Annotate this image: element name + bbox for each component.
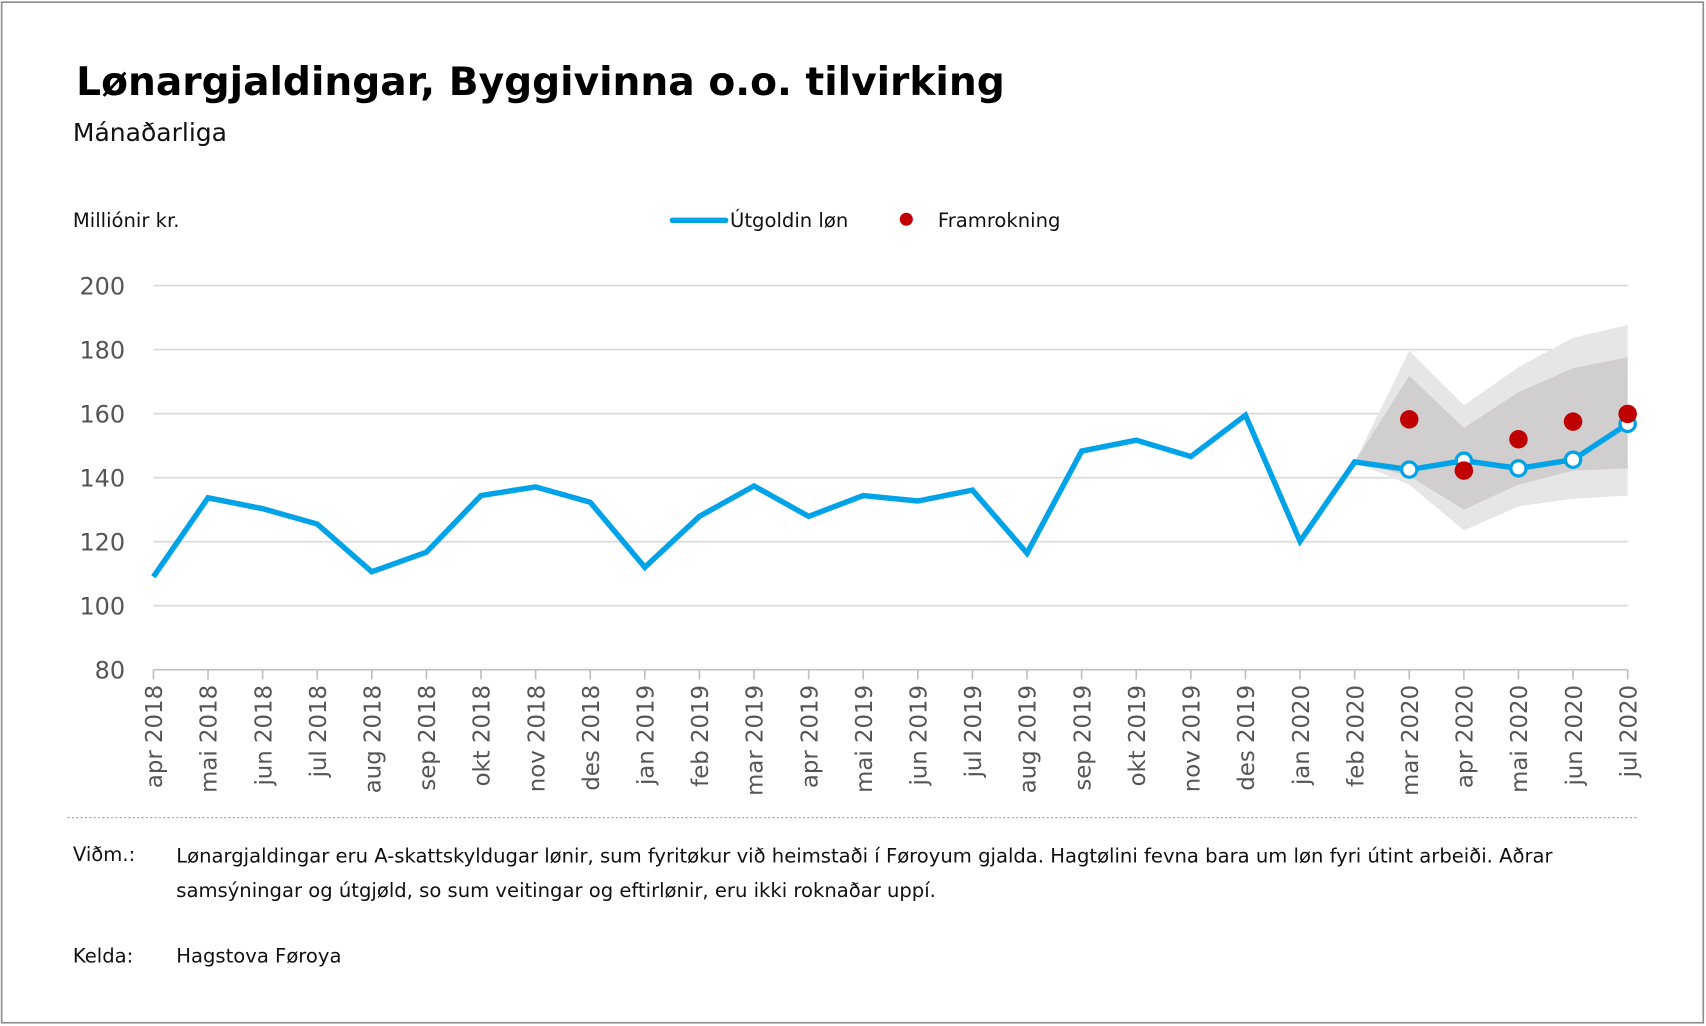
forecast-band [1354,357,1628,510]
x-tick-label: sep 2018 [415,685,441,791]
legend: Útgoldin løn Framrokning [669,208,1061,232]
x-tick-label: aug 2019 [1016,685,1042,793]
y-tick-label: 180 [79,336,125,364]
x-tick-label: feb 2020 [1343,685,1369,787]
legend-label-framrokning: Framrokning [938,209,1061,232]
line-marker [1509,459,1528,478]
x-tick-label: des 2018 [579,685,605,791]
x-tick-label: nov 2018 [524,685,550,792]
x-tick-label: sep 2019 [1070,685,1096,791]
x-tick-label: jun 2020 [1562,685,1588,787]
y-tick-label: 120 [79,528,125,556]
x-tick-label: jul 2020 [1616,685,1642,779]
forecast-point [1618,404,1637,424]
chart-subtitle: Mánaðarliga [73,118,227,147]
x-tick-label: jul 2019 [961,685,987,779]
y-tick-label: 200 [79,272,125,300]
y-tick-label: 100 [79,592,125,620]
y-tick-label: 80 [95,656,125,684]
forecast-point [1400,410,1419,429]
x-tick-label: feb 2019 [688,685,714,787]
forecast-point [1454,461,1474,480]
x-tick-label: nov 2019 [1180,685,1206,792]
forecast-point [1563,412,1583,431]
x-tick-label: jun 2018 [251,685,277,787]
legend-label-utgoldin: Útgoldin løn [730,208,848,232]
x-tick-label: okt 2019 [1125,685,1151,786]
x-tick-label: apr 2020 [1453,685,1479,788]
x-tick-label: aug 2018 [361,685,387,793]
y-tick-label: 140 [79,464,125,492]
x-tick-label: jun 2019 [907,685,933,787]
y-axis-label: Milliónir kr. [73,209,180,232]
source-label: Kelda: [73,944,133,967]
x-tick-label: des 2019 [1234,685,1260,791]
x-tick-label: apr 2019 [797,685,823,788]
footnote-line-1: Lønargjaldingar eru A-skattskyldugar løn… [176,844,1553,867]
legend-dot-swatch [899,212,913,226]
footnote-line-2: samsýningar og útgjøld, so sum veitingar… [176,879,936,902]
source-text: Hagstova Føroya [176,944,341,967]
x-tick-label: mai 2019 [852,685,878,793]
x-tick-label: mar 2019 [743,685,769,796]
footnote-label: Viðm.: [73,843,135,866]
chart-title: Lønargjaldingar, Byggivinna o.o. tilvirk… [76,60,1005,105]
x-tick-label: mai 2018 [197,685,223,793]
x-tick-label: mai 2020 [1507,685,1533,793]
x-tick-label: mar 2020 [1398,685,1424,796]
x-tick-label: apr 2018 [142,685,168,788]
line-marker [1563,450,1583,469]
forecast-point [1509,429,1528,449]
line-marker [1400,460,1419,479]
x-tick-label: okt 2018 [470,685,496,786]
x-tick-label: jan 2020 [1289,685,1315,786]
y-tick-label: 160 [79,400,125,428]
x-tick-label: jan 2019 [634,685,660,786]
x-tick-label: jul 2018 [306,685,332,779]
series-line-utgoldin [151,410,1630,579]
